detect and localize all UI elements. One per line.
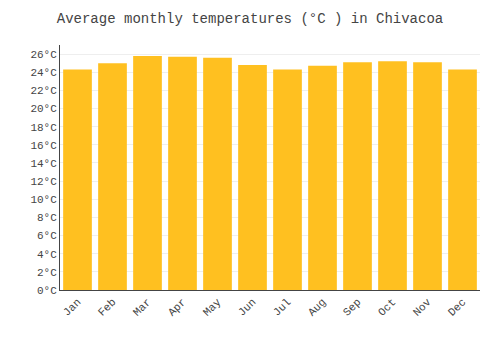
svg-text:May: May xyxy=(201,296,224,319)
svg-text:Mar: Mar xyxy=(131,296,153,318)
svg-text:Nov: Nov xyxy=(411,296,434,319)
svg-text:Dec: Dec xyxy=(446,296,468,318)
svg-text:8°C: 8°C xyxy=(37,212,57,224)
svg-text:Sep: Sep xyxy=(341,296,363,318)
svg-text:Jan: Jan xyxy=(61,296,83,318)
svg-text:Oct: Oct xyxy=(376,296,398,318)
svg-text:4°C: 4°C xyxy=(37,249,57,261)
svg-text:20°C: 20°C xyxy=(30,103,57,115)
svg-text:Feb: Feb xyxy=(96,296,118,318)
svg-text:18°C: 18°C xyxy=(30,122,57,134)
svg-text:0°C: 0°C xyxy=(37,285,57,297)
svg-text:2°C: 2°C xyxy=(37,267,57,279)
svg-text:22°C: 22°C xyxy=(30,85,57,97)
svg-text:6°C: 6°C xyxy=(37,230,57,242)
svg-text:26°C: 26°C xyxy=(30,49,57,61)
svg-text:24°C: 24°C xyxy=(30,67,57,79)
svg-text:10°C: 10°C xyxy=(30,194,57,206)
svg-text:Aug: Aug xyxy=(306,296,328,318)
svg-text:12°C: 12°C xyxy=(30,176,57,188)
svg-text:Average monthly temperatures (: Average monthly temperatures (°C ) in Ch… xyxy=(57,11,443,27)
svg-text:14°C: 14°C xyxy=(30,158,57,170)
svg-text:16°C: 16°C xyxy=(30,140,57,152)
svg-text:Jun: Jun xyxy=(236,296,258,318)
svg-text:Apr: Apr xyxy=(166,296,188,318)
svg-text:Jul: Jul xyxy=(271,296,293,318)
